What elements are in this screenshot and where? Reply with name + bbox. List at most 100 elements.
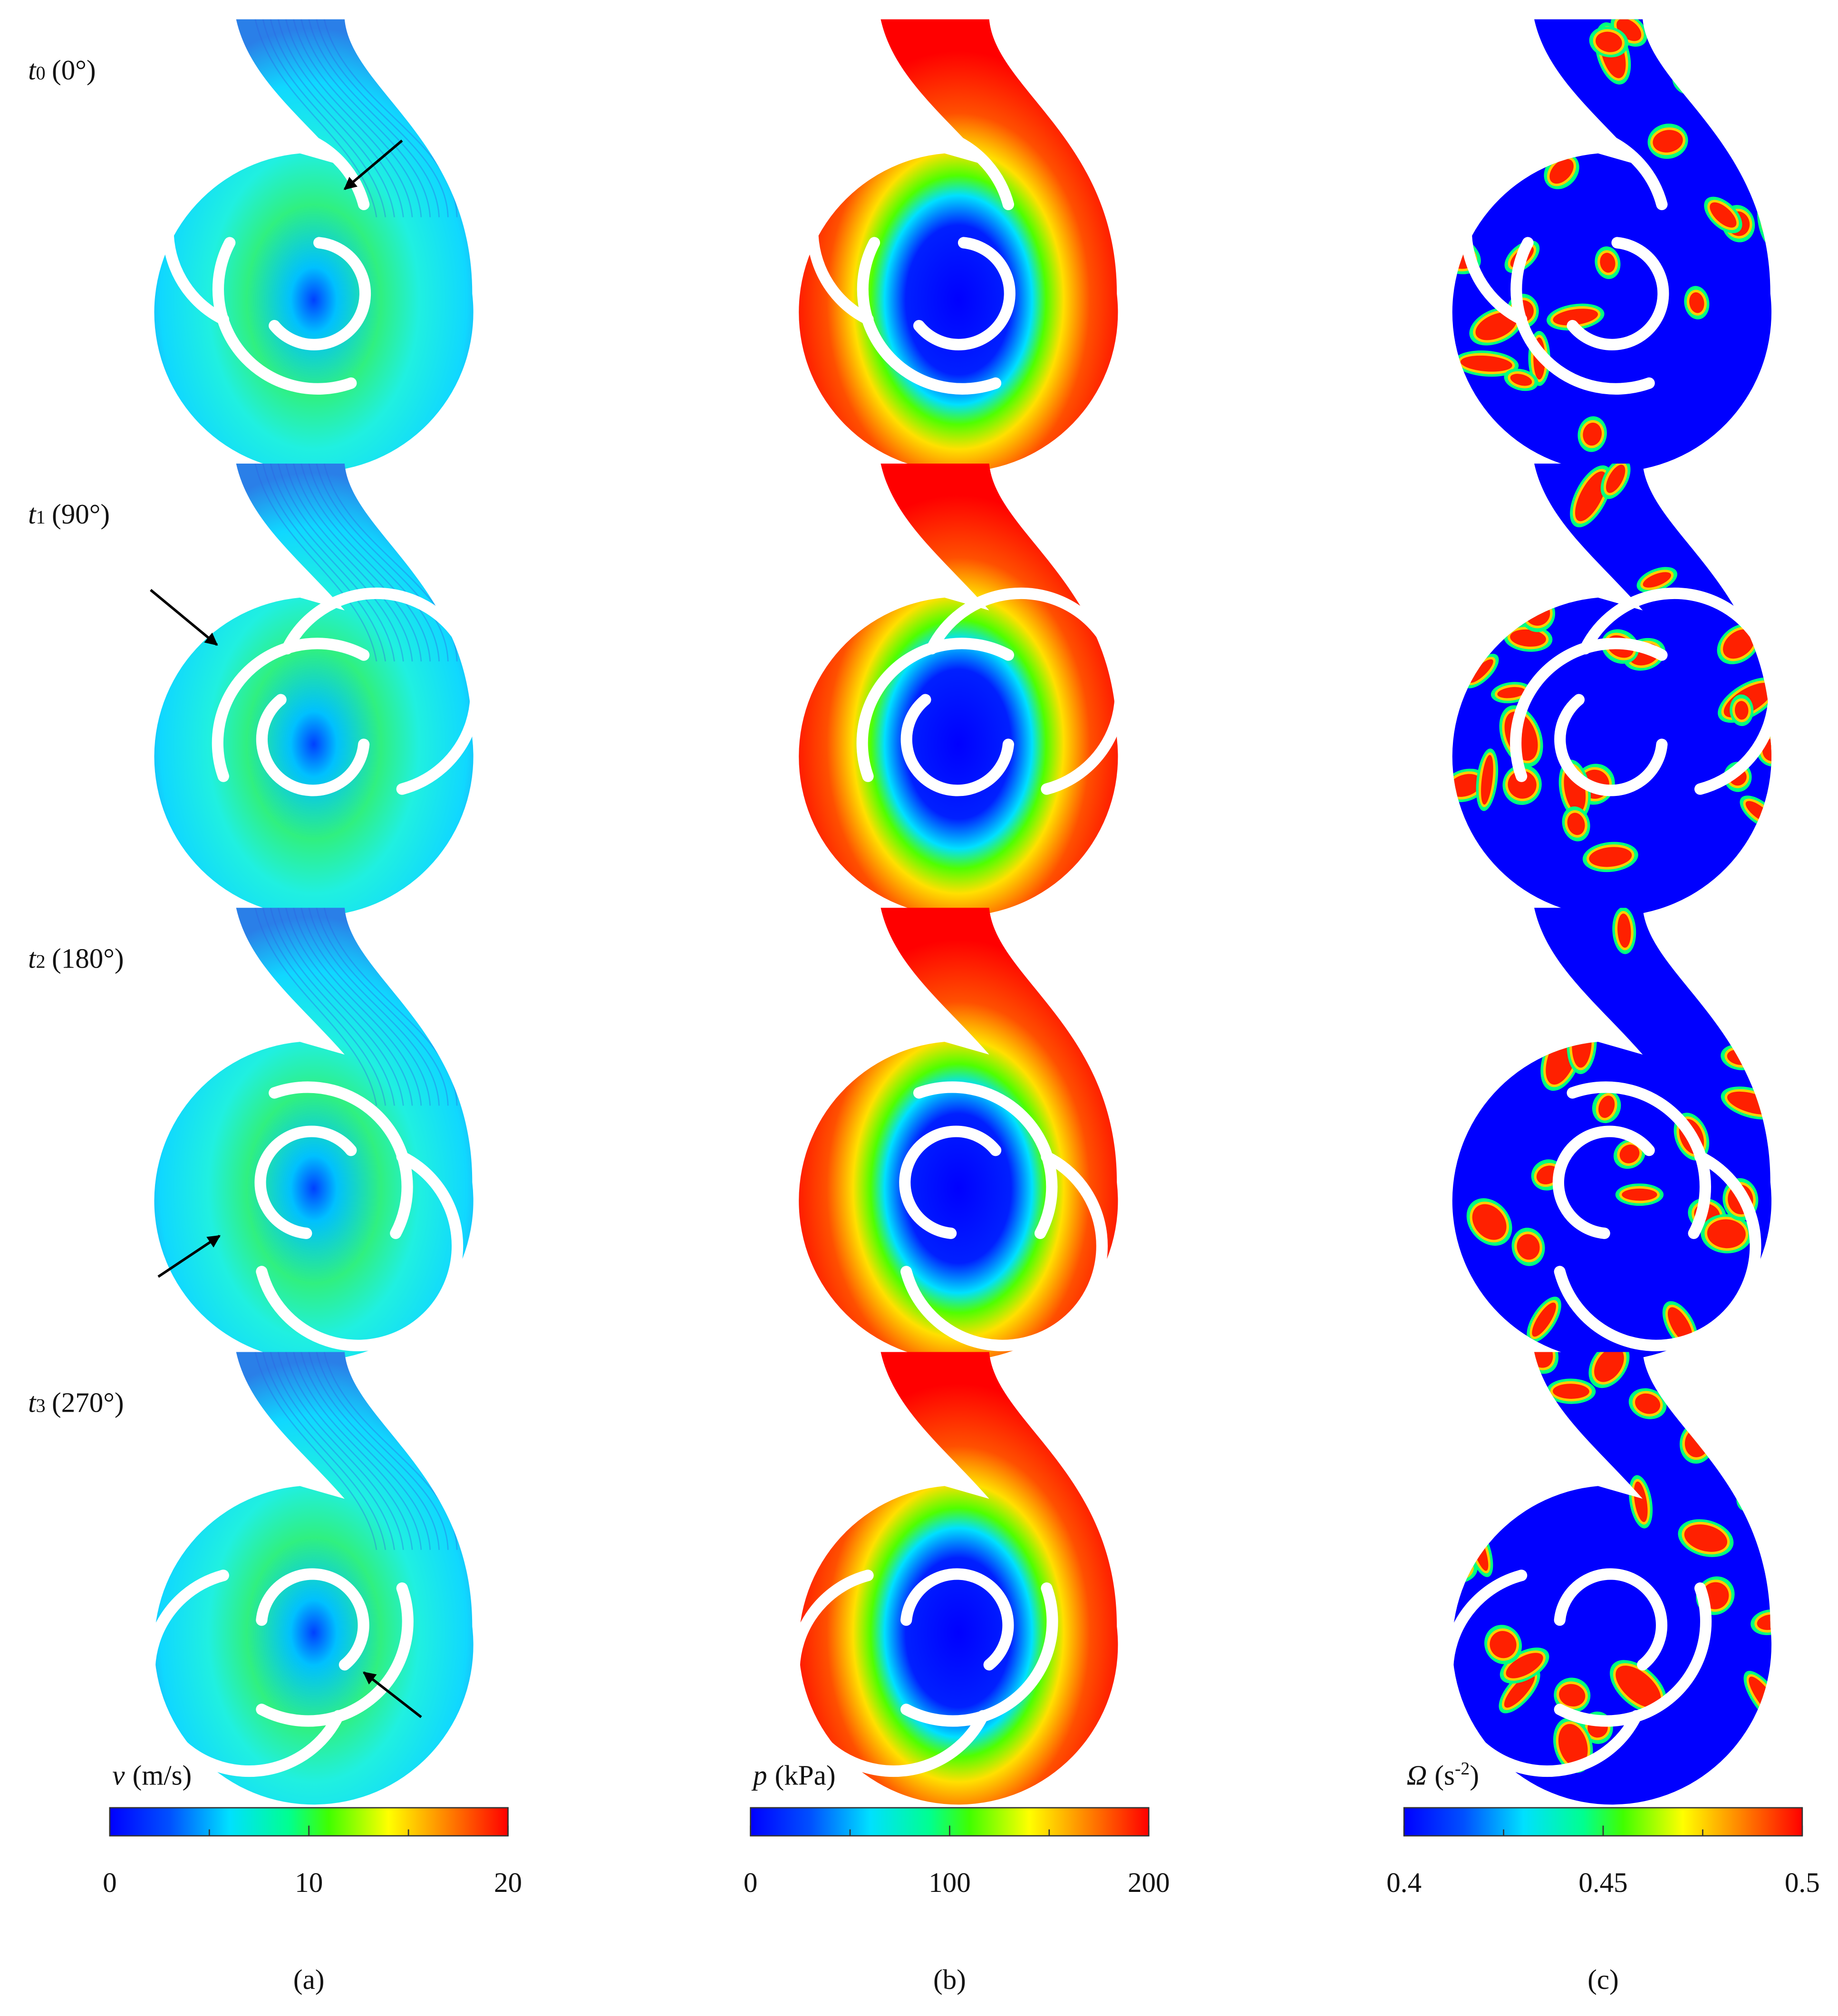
panel-label: (a) bbox=[293, 1964, 325, 1995]
vortex-blob bbox=[1452, 1023, 1497, 1057]
streamline bbox=[316, 19, 449, 217]
vortex-blob bbox=[1559, 1684, 1586, 1707]
vortex-blob bbox=[1684, 1524, 1728, 1552]
vortex-blob bbox=[1478, 24, 1529, 58]
vortex-blob bbox=[1467, 630, 1492, 649]
vortex-blob bbox=[1489, 463, 1510, 486]
streamline bbox=[308, 908, 440, 1106]
vortex-blob bbox=[1667, 1307, 1693, 1343]
vortex-blob bbox=[1452, 1470, 1466, 1508]
vortex-blob bbox=[1452, 159, 1473, 192]
vortex-blob bbox=[1510, 374, 1532, 386]
vortex-blob bbox=[1723, 629, 1755, 659]
vortex-blob bbox=[1456, 951, 1491, 987]
vortex-blob bbox=[1744, 938, 1771, 955]
vortex-blob bbox=[1553, 1441, 1594, 1480]
streamline bbox=[293, 1352, 422, 1550]
vortex-blob bbox=[1721, 961, 1750, 999]
vortex-blob bbox=[1452, 165, 1467, 186]
streamline bbox=[316, 463, 449, 662]
vortex-blob bbox=[1749, 141, 1771, 180]
vortex-blob bbox=[1557, 1443, 1590, 1478]
streamline bbox=[300, 19, 431, 217]
time-index: 0 bbox=[36, 62, 45, 84]
unit-exponent: -2 bbox=[1455, 1759, 1470, 1779]
streamline bbox=[308, 463, 440, 662]
vortex-blob bbox=[1734, 701, 1749, 720]
vortex-blob bbox=[1707, 1219, 1746, 1249]
vortex-blob bbox=[1497, 687, 1526, 698]
streamline bbox=[316, 908, 449, 1106]
streamline bbox=[262, 908, 387, 1106]
streamline bbox=[316, 1352, 449, 1550]
streamline bbox=[300, 463, 431, 662]
vortex-blob bbox=[1452, 774, 1482, 797]
vortex-blob bbox=[1481, 755, 1493, 805]
angle: (270°) bbox=[52, 1387, 124, 1418]
quantity-symbol: v bbox=[112, 1760, 125, 1791]
streamlines bbox=[254, 463, 458, 662]
streamline bbox=[293, 19, 422, 217]
contour-panel bbox=[154, 463, 476, 916]
vortex-blob bbox=[1452, 1473, 1462, 1505]
vortex-blob bbox=[1549, 159, 1574, 184]
unit: (m/s) bbox=[133, 1760, 192, 1791]
colorbar-title: v (m/s) bbox=[112, 1760, 192, 1791]
streamline bbox=[270, 1352, 395, 1550]
vortex-blob bbox=[1452, 1396, 1462, 1421]
streamline bbox=[277, 1352, 404, 1550]
streamline bbox=[285, 908, 413, 1106]
streamline bbox=[285, 1352, 413, 1550]
streamline bbox=[270, 19, 395, 217]
vortex-blob bbox=[1634, 1481, 1648, 1522]
vortex-blob bbox=[1464, 1395, 1488, 1425]
vortex-blob bbox=[1751, 144, 1771, 177]
streamline bbox=[285, 463, 413, 662]
vortex-blob bbox=[1459, 22, 1490, 58]
vortex-blob bbox=[1461, 24, 1488, 56]
vortex-blob bbox=[1600, 252, 1616, 273]
panel-label: (b) bbox=[933, 1964, 966, 1995]
vortex-blob bbox=[1455, 1026, 1493, 1055]
vortex-blob bbox=[1763, 1352, 1771, 1373]
streamline bbox=[277, 19, 404, 217]
vortex-blob bbox=[1532, 1302, 1556, 1337]
vortex-blob bbox=[1458, 1028, 1491, 1053]
vortex-blob bbox=[1617, 913, 1631, 948]
time-index: 1 bbox=[36, 506, 45, 528]
vortex-blob bbox=[1484, 1042, 1504, 1059]
time-symbol: t bbox=[28, 54, 37, 86]
streamline bbox=[254, 908, 377, 1106]
row-label: t1 (90°) bbox=[28, 498, 110, 530]
streamline bbox=[308, 1352, 440, 1550]
contour-panel bbox=[154, 908, 474, 1361]
streamline bbox=[293, 463, 422, 662]
streamline bbox=[300, 1352, 431, 1550]
vortex-blob bbox=[1606, 465, 1625, 493]
vortex-blob bbox=[1589, 847, 1632, 867]
streamline bbox=[270, 463, 395, 662]
time-index: 3 bbox=[36, 1395, 45, 1416]
arrow bbox=[343, 139, 403, 190]
vortex-blob bbox=[1762, 192, 1771, 243]
vortex-blob bbox=[1508, 771, 1537, 799]
vortex-blob bbox=[1490, 1631, 1517, 1658]
vortex-blob bbox=[1461, 485, 1484, 502]
streamline bbox=[277, 908, 404, 1106]
streamline bbox=[308, 19, 440, 217]
unit: (kPa) bbox=[775, 1760, 836, 1791]
vortex-blob bbox=[1553, 309, 1598, 326]
vortex-blob bbox=[1504, 1673, 1535, 1708]
streamline bbox=[262, 19, 387, 218]
volute-field bbox=[799, 19, 1118, 472]
vortex-blob bbox=[1724, 964, 1746, 997]
streamline bbox=[262, 463, 387, 662]
vortex-blob bbox=[1596, 31, 1622, 52]
vortex-blob bbox=[1452, 1390, 1468, 1427]
vortex-blob bbox=[1481, 1039, 1506, 1062]
streamline bbox=[254, 19, 377, 218]
vortex-blob bbox=[1486, 463, 1513, 490]
vortex-blob bbox=[1757, 1614, 1771, 1630]
quantity-symbol: p bbox=[751, 1760, 767, 1791]
vortex-blob bbox=[1460, 355, 1512, 372]
